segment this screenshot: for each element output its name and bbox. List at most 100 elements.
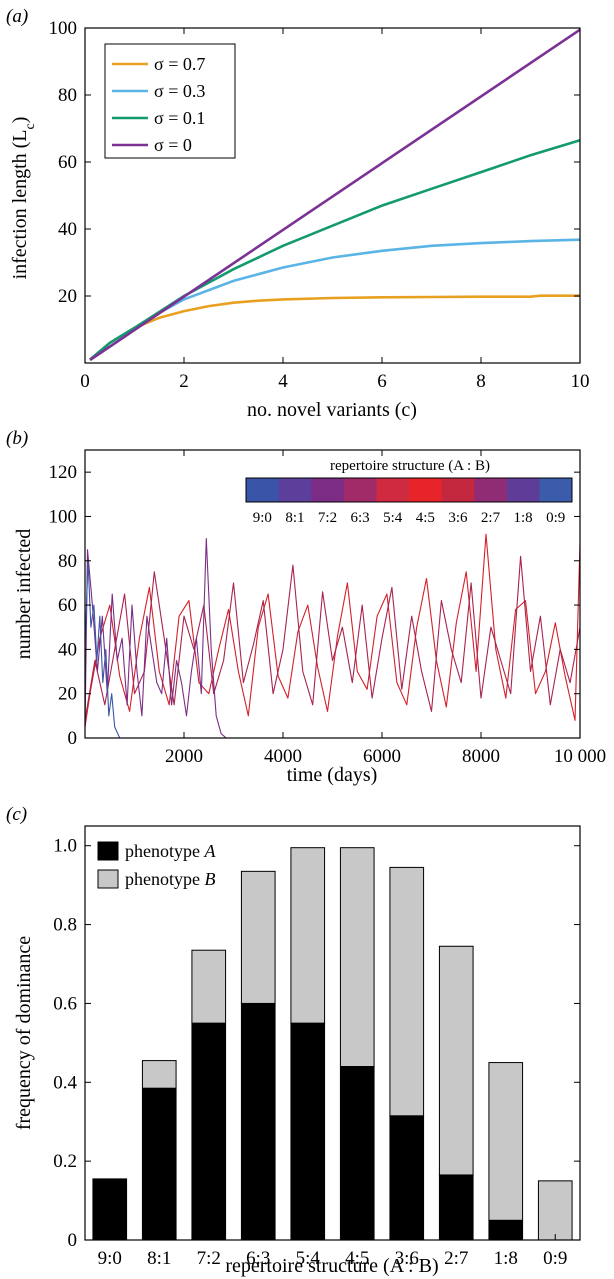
panel-b-colorbar-label: 4:5: [416, 510, 435, 526]
panel-c-legend-label: phenotype A: [125, 841, 216, 861]
panel-b-ytick-label: 40: [58, 639, 77, 660]
panel-b-colorbar-label: 6:3: [351, 510, 370, 526]
panel-a-series-line-0: [90, 296, 580, 360]
panel-a-legend-label: σ = 0.1: [154, 108, 205, 128]
panel-c-bar-a: [93, 1179, 127, 1240]
panel-c-bar-a: [340, 1067, 374, 1240]
panel-c-bar-a: [439, 1175, 473, 1240]
panel-b-colorbar-label: 7:2: [318, 510, 337, 526]
panel-b-colorbar-segment: [344, 478, 377, 502]
panel-c-xtick-label: 8:1: [147, 1248, 171, 1269]
panel-c-bar-b: [538, 1181, 572, 1240]
panel-b-colorbar-segment: [311, 478, 344, 502]
panel-c-ytick-label: 0.6: [53, 993, 77, 1014]
panel-b-series-line-0: [85, 534, 580, 727]
panel-b-colorbar-label: 9:0: [253, 510, 272, 526]
panel-b-ytick-label: 60: [58, 595, 77, 616]
panel-b-colorbar-label: 8:1: [285, 510, 304, 526]
panel-c-xlabel: repertoire structure (A : B): [225, 1255, 438, 1277]
panel-a-legend-label: σ = 0.7: [154, 54, 205, 74]
panel-c-ytick-label: 0.8: [53, 915, 77, 936]
panel-c-bar-b: [390, 867, 424, 1115]
panel-b-ytick-label: 120: [49, 462, 78, 483]
panel-b-colorbar-segment: [246, 478, 279, 502]
panel-b-colorbar-label: 0:9: [546, 510, 565, 526]
panel-c-label: (c): [6, 804, 27, 825]
panel-b-ytick-label: 0: [68, 728, 78, 749]
panel-c-ytick-label: 0.2: [53, 1151, 77, 1172]
panel-b-colorbar-segment: [409, 478, 442, 502]
panel-a-ytick-label: 40: [58, 219, 77, 240]
panel-c-xtick-label: 1:8: [494, 1248, 518, 1269]
panel-a-label: (a): [6, 6, 28, 27]
panel-a-xtick-label: 0: [80, 371, 90, 392]
panel-c-bar-a: [241, 1003, 275, 1240]
panel-b-colorbar-segment: [539, 478, 572, 502]
panel-b-ytick-label: 20: [58, 684, 77, 705]
panel-b-series-line-2: [85, 539, 580, 738]
panel-c-bar-b: [241, 871, 275, 1003]
panel-c-legend-swatch: [98, 870, 118, 888]
panel-b-ytick-label: 80: [58, 551, 77, 572]
panel-b-colorbar-title: repertoire structure (A : B): [330, 458, 490, 474]
panel-c-bar-b: [340, 848, 374, 1067]
panel-c-bar-b: [439, 946, 473, 1175]
panel-a-ylabel: infection length (Lc): [9, 117, 38, 280]
panel-b-colorbar-label: 1:8: [514, 510, 533, 526]
panel-b-colorbar-label: 3:6: [448, 510, 468, 526]
panel-a-legend-label: σ = 0: [154, 135, 192, 155]
panel-a-legend: σ = 0.7 σ = 0.3 σ = 0.1 σ = 0: [105, 44, 235, 158]
panel-b-colorbar-segment: [507, 478, 540, 502]
panel-a-xtick-label: 4: [278, 371, 288, 392]
panel-c-ytick-label: 1.0: [53, 836, 77, 857]
panel-c-xtick-label: 7:2: [197, 1248, 221, 1269]
panel-a-xlabel: no. novel variants (c): [247, 399, 417, 421]
panel-a-ytick-label: 80: [58, 85, 77, 106]
panel-c-legend: phenotype A phenotype B: [98, 841, 216, 889]
panel-c-bar-a: [192, 1023, 226, 1240]
panel-b: (b) 2000 4000 6000 8000 10 000 0 20 40 60 80 100 12…: [6, 428, 606, 786]
panel-b-colorbar-segment: [474, 478, 507, 502]
panel-b-colorbar-label: 2:7: [481, 510, 501, 526]
panel-b-xlabel: time (days): [287, 764, 378, 786]
panel-c-xtick-label: 2:7: [444, 1248, 468, 1269]
panel-a-series-line-2: [90, 140, 580, 359]
panel-b-label: (b): [6, 428, 28, 449]
panel-a-legend-label: σ = 0.3: [154, 81, 205, 101]
panel-c-bar-a: [390, 1116, 424, 1240]
panel-a-xtick-label: 10: [571, 371, 590, 392]
panel-c-bar-b: [489, 1063, 523, 1221]
panel-a-xtick-label: 8: [476, 371, 486, 392]
panel-b-xtick-label: 10 000: [554, 746, 606, 767]
panel-a-xtick-label: 2: [179, 371, 189, 392]
panel-c-xtick-label: 9:0: [98, 1248, 122, 1269]
panel-b-ylabel: number infected: [13, 529, 35, 660]
panel-b-ytick-label: 100: [49, 506, 78, 527]
panel-b-series-line-3: [85, 561, 580, 738]
panel-a-ytick-label: 100: [49, 18, 78, 39]
panel-b-colorbar-segment: [376, 478, 409, 502]
panel-b-colorbar: repertoire structure (A : B) 9:0 8:1 7:2 6:3…: [246, 458, 573, 526]
panel-c-xtick-label: 0:9: [543, 1248, 567, 1269]
panel-c-legend-swatch: [98, 842, 118, 860]
panel-a-series-line-1: [90, 240, 580, 360]
panel-c-bar-a: [142, 1088, 176, 1240]
panel-b-xtick-label: 8000: [462, 746, 500, 767]
panel-c: (c) 0 0.2 0.4 0.6 0.8 1.0 9:0 8:1 7:2 6:3 5:4 4:5 3:…: [6, 804, 580, 1277]
panel-c-bar-b: [192, 950, 226, 1023]
panel-c-ytick-label: 0.4: [53, 1072, 77, 1093]
panel-c-bar-a: [291, 1023, 325, 1240]
panel-b-colorbar-segment: [442, 478, 475, 502]
panel-a-xtick-label: 6: [377, 371, 387, 392]
panel-b-colorbar-label: 5:4: [383, 510, 403, 526]
panel-b-colorbar-segment: [279, 478, 312, 502]
panel-a-ytick-label: 60: [58, 152, 77, 173]
panel-a-ytick-label: 20: [58, 286, 77, 307]
panel-c-legend-label: phenotype B: [125, 869, 215, 889]
panel-c-ytick-label: 0: [68, 1230, 78, 1251]
panel-c-ylabel: frequency of dominance: [13, 936, 35, 1130]
panel-b-xtick-label: 2000: [165, 746, 203, 767]
panel-c-bar-b: [142, 1061, 176, 1089]
